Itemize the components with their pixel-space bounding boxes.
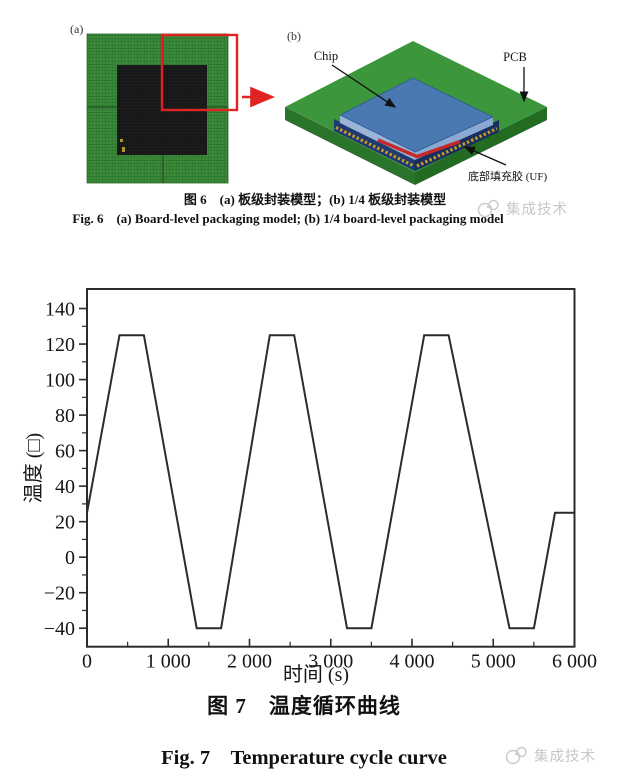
x-tick-label: 5 000 (471, 651, 516, 673)
quarter-roi-box (160, 33, 239, 112)
x-tick-label: 3 000 (308, 651, 353, 673)
underfill-arrow-icon (463, 146, 507, 166)
figure7-caption-en: Fig. 7 Temperature cycle curve (161, 747, 447, 769)
figure6-panel-a: (a) (70, 22, 275, 184)
watermark: 集成技术 (476, 197, 568, 219)
y-axis-title: 温度 (□) (22, 433, 45, 503)
underfill-line (377, 138, 461, 159)
x-axis-title: 时间 (s) (283, 663, 349, 686)
y-tick-label: 40 (55, 476, 75, 498)
figure6-image: (a) (b) (70, 22, 547, 185)
y-tick-label: 120 (45, 334, 75, 356)
underfill-annotation: 底部填充胶 (UF) (468, 169, 547, 183)
y-tick-label: −20 (44, 583, 75, 605)
x-tick-label: 0 (82, 651, 92, 673)
y-tick-label: 20 (55, 512, 75, 534)
pcb-board-left-face (285, 107, 415, 185)
y-tick-label: 80 (55, 405, 75, 427)
watermark-logo-icon (505, 746, 527, 765)
figure7-caption-zh: 图 7 温度循环曲线 (207, 694, 401, 718)
solder-balls (335, 126, 498, 168)
watermark-text: 集成技术 (534, 748, 596, 765)
y-tick-label: 140 (45, 299, 75, 321)
pcb-board-right-face (415, 107, 547, 185)
figure6-caption-en: Fig. 6 (a) Board-level packaging model; … (72, 211, 504, 226)
y-tick-label: 100 (45, 370, 75, 392)
x-tick-label: 6 000 (552, 651, 597, 673)
figure6-caption-zh: 图 6 (a) 板级封装模型；(b) 1/4 板级封装模型 (183, 192, 447, 207)
chip-arrow-icon (331, 64, 397, 108)
temperature-curve (86, 334, 575, 630)
y-tick-label: 60 (55, 441, 75, 463)
y-tick-label: −40 (44, 618, 75, 640)
plot-area: 140 120 100 80 60 40 20 0 −20 −40 0 1 000 2 000 3 000… (44, 288, 597, 673)
mesh-artifact (122, 147, 125, 152)
x-tick-label: 1 000 (146, 651, 191, 673)
y-tick-label: 0 (65, 547, 75, 569)
pcb-annotation: PCB (503, 50, 527, 64)
watermark-text: 集成技术 (506, 201, 568, 218)
panel-b-label: (b) (287, 29, 301, 43)
figure6-panel-b: (b) Chip PCB 底部填充胶 (UF) (285, 29, 547, 185)
panel-a-label: (a) (70, 22, 83, 36)
chip-annotation: Chip (314, 49, 338, 63)
x-tick-label: 2 000 (227, 651, 272, 673)
watermark-logo-icon (477, 199, 499, 218)
x-tick-label: 4 000 (390, 651, 435, 673)
mesh-artifact (120, 139, 123, 142)
watermark: 集成技术 (504, 744, 596, 766)
